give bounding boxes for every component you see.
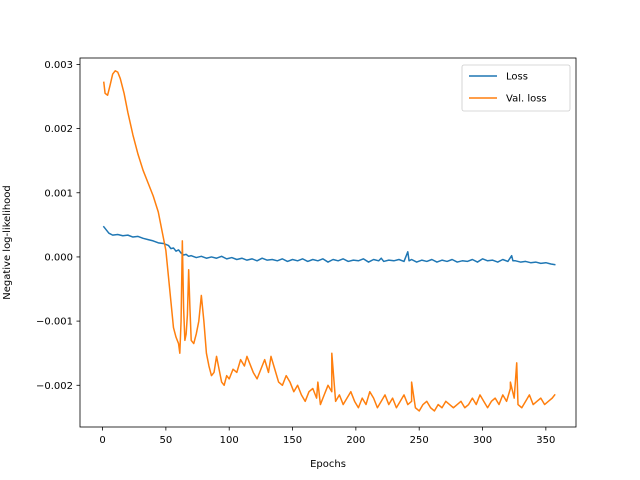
x-tick-label: 100 xyxy=(220,435,239,446)
legend-label-loss: Loss xyxy=(506,72,528,83)
x-tick-label: 150 xyxy=(283,435,302,446)
x-tick-label: 50 xyxy=(160,435,173,446)
series-line-val-loss xyxy=(102,70,556,412)
y-tick-label: 0.000 xyxy=(44,252,73,263)
plot-area xyxy=(102,70,556,412)
x-tick-label: 250 xyxy=(410,435,429,446)
y-tick-label: 0.002 xyxy=(44,124,73,135)
y-tick-label: −0.002 xyxy=(36,381,73,392)
x-tick-label: 0 xyxy=(99,435,105,446)
x-tick-label: 200 xyxy=(346,435,365,446)
legend-label-val-loss: Val. loss xyxy=(506,94,547,105)
series-line-loss xyxy=(102,225,556,266)
axes: 0 50 100 150 200 250 300 350 −0.002 −0.001 0.000 0.… xyxy=(2,57,577,470)
y-axis-label: Negative log-likelihood xyxy=(2,185,13,300)
axes-frame xyxy=(79,57,577,428)
y-tick-label: −0.001 xyxy=(36,317,73,328)
legend: Loss Val. loss xyxy=(461,64,571,112)
x-axis-label: Epochs xyxy=(310,459,346,470)
y-tick-label: 0.003 xyxy=(44,60,73,71)
y-tick-label: 0.001 xyxy=(44,188,73,199)
x-tick-label: 300 xyxy=(473,435,492,446)
x-tick-label: 350 xyxy=(536,435,555,446)
